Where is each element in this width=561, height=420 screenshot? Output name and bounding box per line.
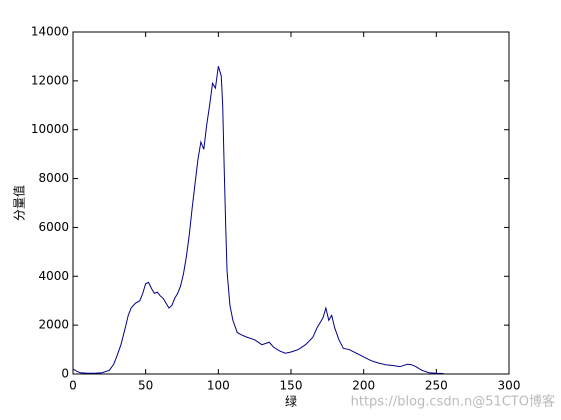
x-axis-label: 绿 (285, 394, 297, 409)
y-tick-label: 12000 (31, 73, 69, 87)
plot-frame (72, 31, 510, 375)
x-tick-label: 250 (425, 379, 448, 393)
data-line (72, 66, 444, 375)
x-tick-label: 0 (69, 379, 77, 393)
x-tick-label: 200 (352, 379, 375, 393)
y-tick-label: 2000 (38, 318, 69, 332)
y-tick-label: 14000 (31, 25, 69, 39)
watermark: https://blog.csdn.n@51CTO博客 (351, 394, 555, 410)
y-tick-label: 4000 (38, 269, 69, 283)
y-tick-label: 10000 (31, 122, 69, 136)
y-tick-label: 8000 (38, 171, 69, 185)
y-tick-label: 6000 (38, 220, 69, 234)
y-axis-label: 分量值 (12, 185, 27, 221)
x-tick-label: 50 (138, 379, 153, 393)
x-tick-label: 150 (280, 379, 303, 393)
x-tick-label: 300 (498, 379, 521, 393)
y-tick-label: 0 (61, 367, 69, 381)
x-tick-label: 100 (207, 379, 230, 393)
